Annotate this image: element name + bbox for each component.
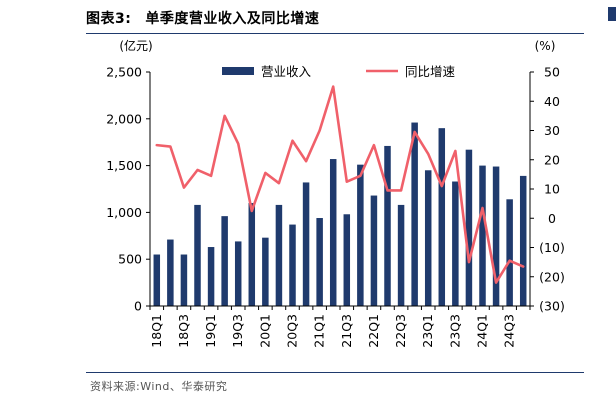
revenue-bar [519,175,527,306]
x-tick-label: 20Q3 [285,314,300,348]
growth-line [155,85,525,284]
revenue-bar [343,214,351,306]
left-tick-label: 2,000 [106,111,142,126]
legend-bar-label: 营业收入 [261,64,312,79]
source-note: 资料来源:Wind、华泰研究 [90,380,228,393]
revenue-bar [424,170,432,306]
left-tick-label: 1,000 [106,205,142,220]
revenue-bar [262,237,269,306]
figure-title: 图表3: 单季度营业收入及同比增速 [86,8,319,28]
revenue-bar [194,204,201,306]
left-tick-label: 500 [118,252,142,267]
growth-series-line [155,85,525,284]
left-tick-label: 1,500 [106,158,142,173]
revenue-bar [302,182,310,306]
x-tick-label: 22Q1 [366,314,381,348]
edge-fragment [608,7,616,21]
source-rule [86,372,584,373]
right-tick-label: 10 [544,182,560,197]
revenue-bar [153,254,161,306]
right-axis-unit: (%) [535,39,556,53]
revenue-bar [397,204,405,306]
left-tick-label: 0 [134,299,142,314]
revenue-bars [153,122,527,306]
right-tick-label: (30) [539,299,565,314]
right-axis: (30) (20) (10) 0 10 20 30 40 50 (%) [529,39,565,314]
revenue-bar [411,122,418,306]
revenue-bar [479,165,486,306]
left-axis-unit: (亿元) [119,38,152,53]
legend: 营业收入 同比增速 [222,64,456,79]
left-axis: 0 500 1,000 1,500 2,000 2,500 (亿元) [106,38,152,314]
revenue-bar [316,218,323,306]
revenue-bar [357,164,364,306]
right-tick-label: 30 [544,123,560,138]
right-tick-label: 20 [544,152,560,167]
x-axis: 18Q1 18Q3 19Q1 19Q3 20Q1 20Q3 21Q1 21Q3 22Q1 22Q3… [149,305,531,348]
title-rule [86,33,584,34]
x-tick-label: 23Q1 [420,314,435,348]
revenue-bar [438,128,446,306]
revenue-bar [207,247,215,306]
x-tick-label: 19Q1 [203,314,218,348]
x-tick-label: 18Q1 [149,314,164,348]
x-tick-label: 23Q3 [447,314,462,348]
right-tick-label: 0 [548,211,556,226]
x-tick-label: 21Q1 [312,314,327,348]
legend-bar-swatch [222,67,254,75]
left-tick-label: 2,500 [106,65,142,80]
revenue-bar [370,195,378,306]
legend-line-label: 同比增速 [405,64,456,79]
revenue-bar [384,145,391,306]
revenue-bar [452,181,459,306]
revenue-bar [465,149,473,306]
revenue-bar [248,203,256,306]
revenue-bar [221,216,228,306]
x-tick-label: 21Q3 [339,314,354,348]
x-tick-label: 24Q3 [502,314,517,348]
x-tick-label: 22Q3 [393,314,408,348]
revenue-bar [506,199,513,306]
x-tick-label: 24Q1 [475,314,490,348]
revenue-bar [234,241,242,306]
x-tick-label: 18Q3 [176,314,191,348]
revenue-bar [329,159,337,306]
figure-label: 图表3: [86,11,132,27]
x-tick-label: 19Q3 [230,314,245,348]
right-tick-label: 40 [544,94,560,109]
revenue-bar [180,254,188,306]
right-tick-label: (10) [539,240,565,255]
revenue-bar [289,224,296,306]
revenue-bar [167,239,174,306]
x-tick-label: 20Q1 [257,314,272,348]
right-tick-label: 50 [544,65,560,80]
figure-title-text: 单季度营业收入及同比增速 [145,11,320,27]
right-tick-label: (20) [539,269,565,284]
revenue-bar [492,166,500,306]
revenue-bar [275,204,283,306]
